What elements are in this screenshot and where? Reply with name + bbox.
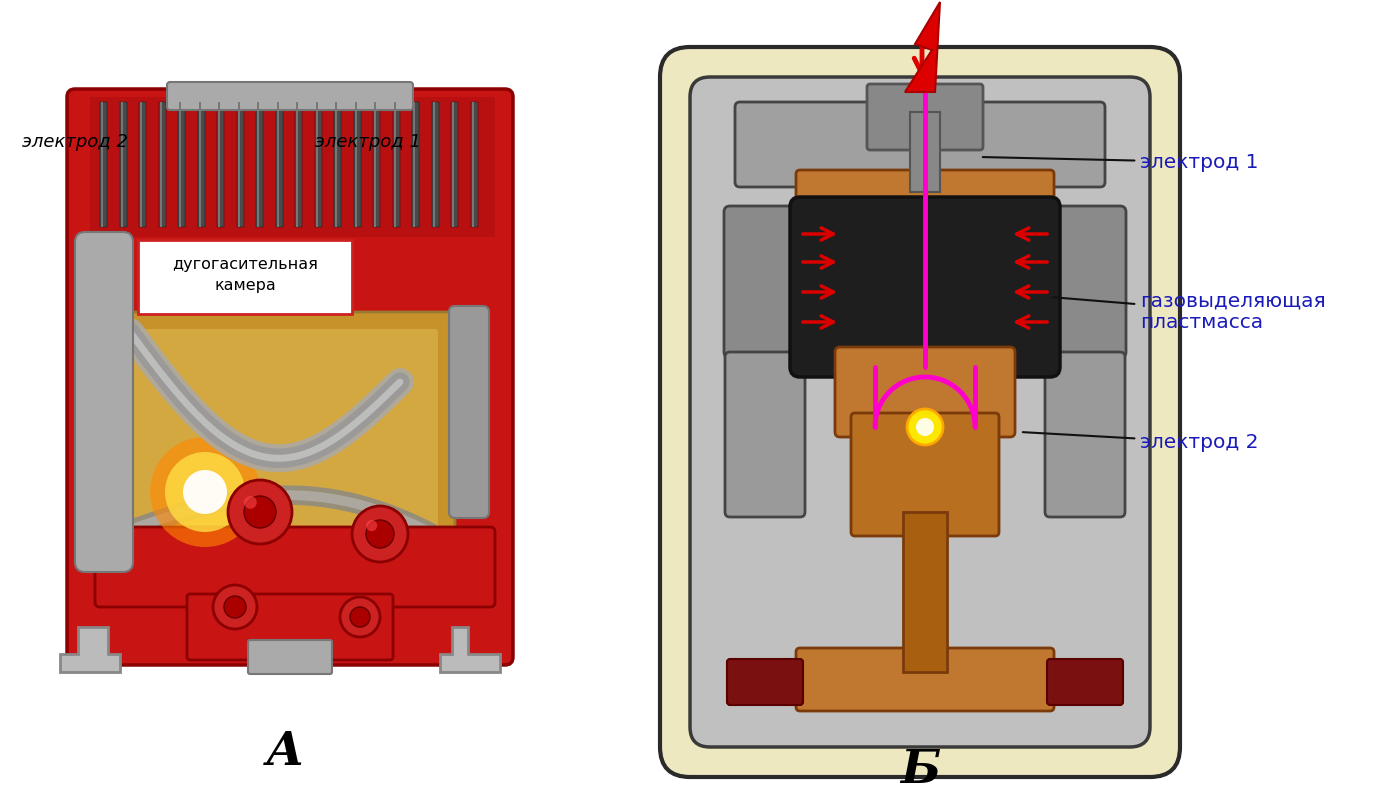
FancyBboxPatch shape [167, 82, 413, 110]
Circle shape [228, 480, 293, 544]
FancyBboxPatch shape [724, 206, 806, 358]
Circle shape [150, 437, 260, 547]
Bar [335, 102, 337, 227]
Circle shape [365, 520, 377, 531]
Bar [335, 102, 342, 227]
Bar [101, 102, 104, 227]
Bar [120, 102, 123, 227]
Bar [451, 102, 458, 227]
Bar [139, 102, 146, 227]
Bar [295, 102, 298, 227]
FancyBboxPatch shape [851, 413, 1000, 536]
Bar [277, 102, 279, 227]
Circle shape [340, 597, 379, 637]
FancyBboxPatch shape [797, 170, 1054, 216]
Bar [295, 102, 302, 227]
Circle shape [365, 520, 393, 548]
Circle shape [916, 418, 934, 436]
Bar [99, 102, 106, 227]
Bar [218, 102, 220, 227]
FancyBboxPatch shape [1047, 659, 1123, 705]
FancyBboxPatch shape [188, 594, 393, 660]
Bar [413, 102, 414, 227]
Circle shape [165, 452, 245, 532]
FancyBboxPatch shape [725, 352, 805, 517]
Circle shape [213, 585, 258, 629]
Bar [237, 102, 244, 227]
Circle shape [244, 496, 256, 508]
Circle shape [907, 409, 944, 445]
Circle shape [224, 596, 246, 618]
FancyBboxPatch shape [797, 648, 1054, 711]
Text: электрод 1: электрод 1 [315, 133, 421, 151]
Bar [393, 102, 395, 227]
Bar [903, 512, 946, 672]
Bar [470, 102, 477, 227]
FancyBboxPatch shape [727, 659, 804, 705]
Bar [179, 102, 181, 227]
Bar [256, 102, 263, 227]
Circle shape [350, 607, 370, 627]
Circle shape [244, 496, 276, 528]
Bar [217, 102, 224, 227]
Bar [315, 102, 322, 227]
Bar [238, 102, 239, 227]
Bar [354, 102, 357, 227]
FancyBboxPatch shape [690, 77, 1149, 747]
Bar [140, 102, 141, 227]
Bar [353, 102, 361, 227]
Bar [158, 102, 165, 227]
Text: газовыделяющая
пластмасса: газовыделяющая пластмасса [1053, 291, 1326, 333]
Bar [276, 102, 283, 227]
Text: электрод 2: электрод 2 [22, 133, 127, 151]
Text: электрод 2: электрод 2 [1023, 432, 1259, 452]
Bar [431, 102, 438, 227]
Bar [910, 112, 939, 192]
FancyBboxPatch shape [1044, 206, 1126, 358]
Bar [199, 102, 200, 227]
Text: Б: Б [900, 747, 941, 793]
FancyBboxPatch shape [790, 197, 1060, 377]
FancyBboxPatch shape [115, 312, 455, 562]
Bar [258, 102, 259, 227]
Text: дугогасительная
камера: дугогасительная камера [172, 257, 318, 293]
FancyBboxPatch shape [867, 84, 983, 150]
Bar [315, 102, 318, 227]
Bar [178, 102, 185, 227]
Bar [374, 102, 377, 227]
Bar [160, 102, 161, 227]
Bar [452, 102, 454, 227]
Circle shape [183, 470, 227, 514]
FancyBboxPatch shape [132, 329, 438, 545]
Bar [90, 97, 496, 237]
FancyBboxPatch shape [1044, 352, 1126, 517]
Polygon shape [904, 2, 939, 92]
FancyBboxPatch shape [834, 347, 1015, 437]
Polygon shape [440, 627, 500, 672]
FancyBboxPatch shape [139, 240, 351, 314]
FancyBboxPatch shape [95, 527, 496, 607]
FancyBboxPatch shape [76, 232, 133, 572]
Text: А: А [266, 729, 304, 775]
FancyBboxPatch shape [735, 102, 1105, 187]
Bar [197, 102, 204, 227]
Bar [392, 102, 399, 227]
Bar [412, 102, 419, 227]
Bar [372, 102, 379, 227]
FancyBboxPatch shape [659, 47, 1180, 777]
FancyBboxPatch shape [248, 640, 332, 674]
Bar [472, 102, 473, 227]
Bar [119, 102, 126, 227]
FancyBboxPatch shape [449, 306, 489, 518]
Circle shape [351, 506, 407, 562]
Bar [433, 102, 434, 227]
FancyBboxPatch shape [67, 89, 512, 665]
Text: электрод 1: электрод 1 [983, 152, 1259, 172]
Polygon shape [60, 627, 120, 672]
